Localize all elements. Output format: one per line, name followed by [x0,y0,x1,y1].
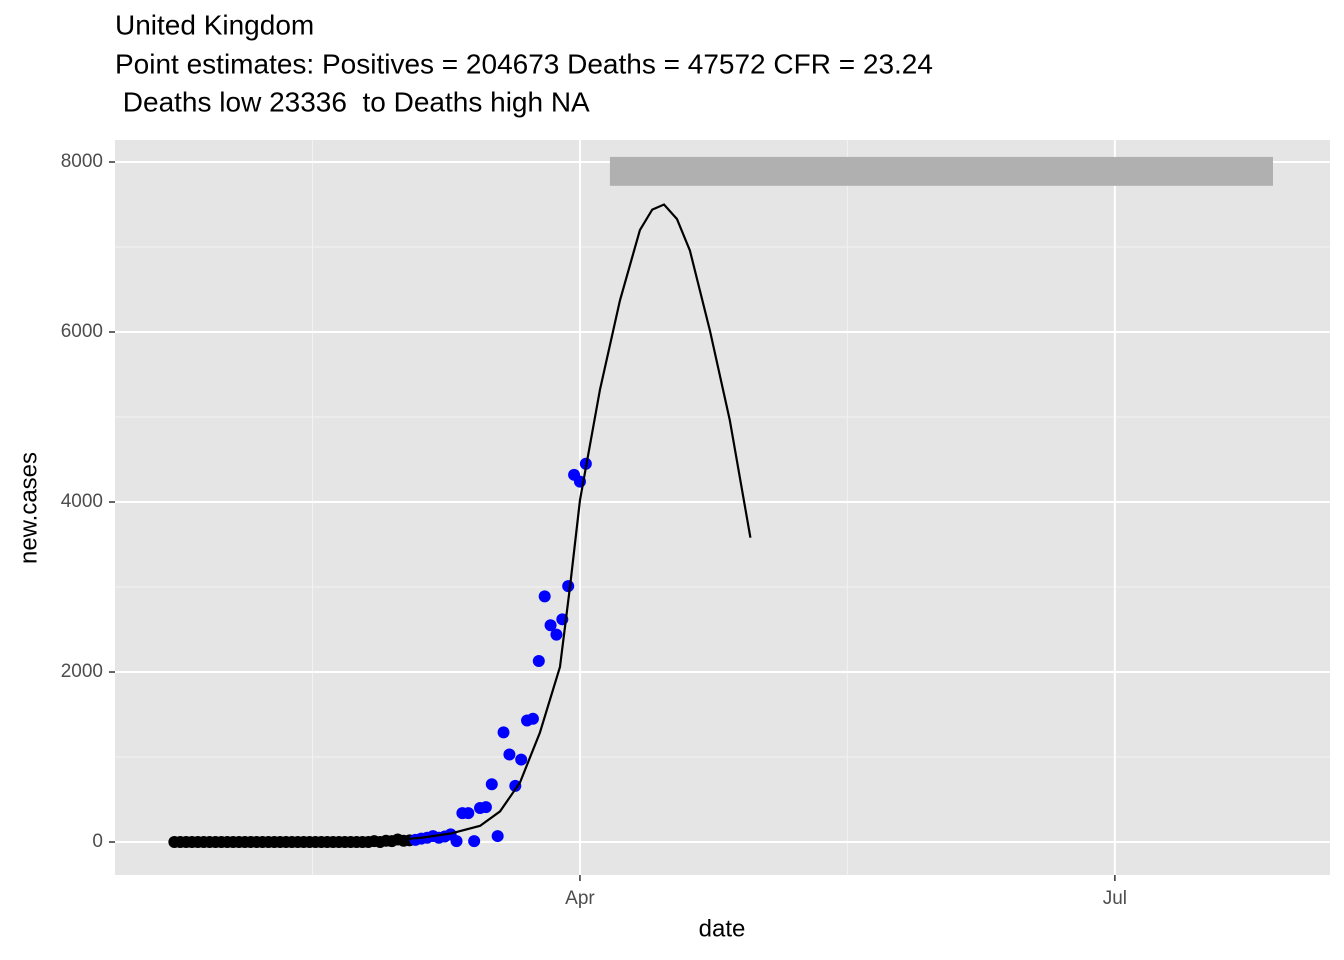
data-point [479,801,492,814]
x-tick-label: Jul [1103,888,1127,909]
data-point [544,619,557,632]
y-tick-label: 2000 [61,661,103,682]
fit-line [174,203,752,844]
data-point [485,778,498,791]
y-tick-label: 0 [92,831,103,852]
data-point [450,835,463,848]
data-point [562,580,575,593]
range-bar [609,156,1273,186]
data-point [515,753,528,766]
y-axis-title: new.cases [15,452,42,564]
data-point [497,726,510,739]
x-tick-label: Apr [565,888,595,909]
y-tick-label: 6000 [61,321,103,342]
x-axis-title: date [699,915,746,942]
data-point [503,748,516,761]
y-tick-label: 4000 [61,491,103,512]
plot-panel [115,140,1330,875]
chart-subtitle: Deaths low 23336 to Deaths high NA [115,86,590,117]
chart-subtitle: Point estimates: Positives = 204673 Deat… [115,48,933,79]
data-point [532,654,545,667]
data-point [468,835,481,848]
chart-title: United Kingdom [115,9,314,40]
data-point [550,628,563,641]
data-point [509,779,522,792]
y-tick-label: 8000 [61,151,103,172]
data-point [538,590,551,603]
data-point [526,712,539,725]
data-point [491,830,504,843]
data-point [462,807,475,820]
